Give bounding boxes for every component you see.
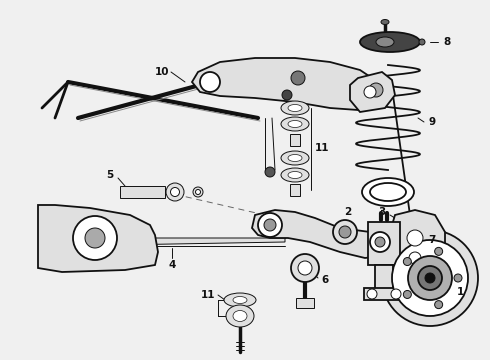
Ellipse shape <box>281 151 309 165</box>
Circle shape <box>419 39 425 45</box>
Circle shape <box>339 226 351 238</box>
Text: 1: 1 <box>456 287 464 297</box>
Ellipse shape <box>233 310 247 321</box>
Text: 3: 3 <box>378 207 386 217</box>
Text: 6: 6 <box>321 275 329 285</box>
Ellipse shape <box>281 117 309 131</box>
Ellipse shape <box>171 188 179 197</box>
Polygon shape <box>364 288 404 300</box>
Circle shape <box>85 228 105 248</box>
Circle shape <box>264 219 276 231</box>
Text: 5: 5 <box>106 170 114 180</box>
Circle shape <box>425 273 435 283</box>
Ellipse shape <box>288 171 302 179</box>
Ellipse shape <box>381 19 389 24</box>
Ellipse shape <box>288 154 302 162</box>
Polygon shape <box>350 72 395 112</box>
Text: 8: 8 <box>443 37 451 47</box>
Circle shape <box>408 256 452 300</box>
Circle shape <box>291 71 305 85</box>
Text: 11: 11 <box>315 143 329 153</box>
Text: 10: 10 <box>155 67 169 77</box>
Circle shape <box>298 261 312 275</box>
Ellipse shape <box>370 183 406 201</box>
Polygon shape <box>120 186 165 198</box>
Circle shape <box>291 254 319 282</box>
Circle shape <box>403 257 411 266</box>
Ellipse shape <box>281 101 309 115</box>
Circle shape <box>391 289 401 299</box>
Circle shape <box>375 237 385 247</box>
Circle shape <box>370 232 390 252</box>
Ellipse shape <box>288 121 302 127</box>
Polygon shape <box>192 58 382 110</box>
Circle shape <box>364 86 376 98</box>
Ellipse shape <box>226 305 254 327</box>
Polygon shape <box>290 184 300 196</box>
Circle shape <box>454 274 462 282</box>
Circle shape <box>73 216 117 260</box>
Text: 2: 2 <box>344 207 352 217</box>
Polygon shape <box>296 298 314 308</box>
Circle shape <box>282 90 292 100</box>
Circle shape <box>435 247 442 255</box>
Text: 4: 4 <box>168 260 176 270</box>
Circle shape <box>403 291 411 298</box>
Ellipse shape <box>224 293 256 307</box>
Ellipse shape <box>288 104 302 112</box>
Ellipse shape <box>193 187 203 197</box>
Ellipse shape <box>196 189 200 194</box>
Circle shape <box>362 76 390 104</box>
Ellipse shape <box>281 168 309 182</box>
Circle shape <box>265 167 275 177</box>
Circle shape <box>409 252 421 264</box>
Polygon shape <box>60 238 285 246</box>
Circle shape <box>200 72 220 92</box>
Polygon shape <box>252 210 395 258</box>
Polygon shape <box>368 222 400 265</box>
Ellipse shape <box>233 297 247 303</box>
Polygon shape <box>375 265 393 290</box>
Ellipse shape <box>166 183 184 201</box>
Circle shape <box>369 83 383 97</box>
Ellipse shape <box>360 32 420 52</box>
Circle shape <box>435 301 442 309</box>
Circle shape <box>392 240 468 316</box>
Circle shape <box>418 266 442 290</box>
Text: 11: 11 <box>201 290 215 300</box>
Ellipse shape <box>362 178 414 206</box>
Polygon shape <box>38 205 158 272</box>
Polygon shape <box>290 134 300 146</box>
Text: 7: 7 <box>428 235 436 245</box>
Circle shape <box>333 220 357 244</box>
Text: 9: 9 <box>428 117 436 127</box>
Circle shape <box>367 289 377 299</box>
Circle shape <box>407 230 423 246</box>
Circle shape <box>258 213 282 237</box>
Ellipse shape <box>376 37 394 47</box>
Polygon shape <box>390 210 445 272</box>
Circle shape <box>382 230 478 326</box>
